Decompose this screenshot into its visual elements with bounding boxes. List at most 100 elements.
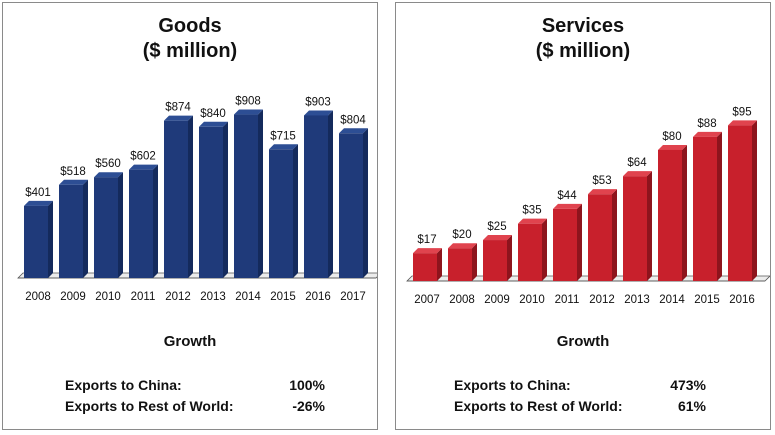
bar-top — [728, 120, 757, 126]
bar-side — [118, 172, 123, 278]
bar-top — [413, 248, 442, 254]
bar — [658, 149, 682, 281]
bar-side — [717, 131, 722, 281]
chart-title: Services — [541, 15, 625, 37]
tick-label: 2010 — [95, 291, 121, 303]
value-label: $560 — [95, 158, 121, 170]
tick-label: 2007 — [414, 294, 440, 306]
bar — [518, 223, 542, 281]
bar — [339, 133, 363, 278]
bar — [129, 169, 153, 278]
bar-2012 — [588, 189, 617, 281]
bar-side — [437, 248, 442, 281]
tick-label: 2009 — [484, 294, 510, 306]
bar — [623, 176, 647, 281]
bar-2008 — [24, 200, 53, 278]
bar-top — [448, 243, 477, 249]
bar-top — [658, 144, 687, 150]
tick-label: 2014 — [659, 294, 685, 306]
bar — [483, 240, 507, 281]
bar — [269, 149, 293, 278]
bar-top — [553, 203, 582, 209]
growth-value: 61% — [677, 398, 706, 414]
bar-side — [258, 109, 263, 278]
bar-top — [94, 172, 123, 178]
value-label: $88 — [697, 118, 716, 130]
value-label: $518 — [60, 166, 86, 178]
bar — [588, 194, 612, 281]
value-label: $64 — [627, 157, 647, 169]
bar-top — [59, 179, 88, 185]
bar-2010 — [518, 218, 547, 281]
bar-top — [199, 121, 228, 127]
bar — [304, 115, 328, 279]
bar-2017 — [339, 128, 368, 278]
value-label: $401 — [25, 187, 51, 199]
tick-label: 2011 — [555, 294, 580, 306]
bar-side — [48, 200, 53, 278]
growth-label: Exports to China: — [454, 377, 571, 393]
bar-side — [472, 243, 477, 281]
goods-panel: Goods ($ million) $401 2008 $518 2009 $560 20… — [2, 2, 378, 430]
bar — [164, 120, 188, 279]
growth-value: 100% — [289, 377, 325, 393]
tick-label: 2013 — [624, 294, 650, 306]
tick-label: 2009 — [60, 291, 86, 303]
chart-subtitle: ($ million) — [142, 40, 238, 62]
bar-2007 — [413, 248, 442, 281]
growth-label: Exports to China: — [65, 377, 182, 393]
bar-side — [612, 189, 617, 281]
bar-2011 — [129, 164, 158, 278]
bar-top — [24, 200, 53, 206]
bar-top — [518, 218, 547, 224]
tick-label: 2008 — [25, 291, 51, 303]
bar — [94, 177, 118, 278]
growth-row-rest-of-world: Exports to Rest of World: -26% — [65, 398, 325, 416]
bar-side — [507, 235, 512, 281]
services-bar-chart: $17 2007 $20 2008 $25 2009 $35 2010 $44 2011 $53 20… — [406, 106, 770, 306]
bar-top — [129, 164, 158, 170]
bar-2013 — [623, 171, 652, 281]
bar-side — [752, 120, 757, 281]
growth-row-china: Exports to China: 473% — [454, 377, 706, 395]
tick-label: 2015 — [694, 294, 720, 306]
tick-label: 2008 — [449, 294, 475, 306]
tick-label: 2016 — [729, 294, 755, 306]
services-panel: Services ($ million) $17 2007 $20 2008 $25 20… — [395, 2, 771, 430]
value-label: $715 — [270, 130, 296, 142]
bar-side — [293, 144, 298, 278]
value-label: $80 — [662, 131, 681, 143]
bar-side — [188, 115, 193, 279]
value-label: $25 — [487, 221, 506, 233]
bar-2009 — [59, 179, 88, 278]
tick-label: 2012 — [165, 291, 191, 303]
bar-side — [223, 121, 228, 278]
value-label: $804 — [340, 114, 366, 126]
bar-side — [577, 203, 582, 281]
growth-label: Exports to Rest of World: — [65, 398, 234, 414]
bar-top — [304, 110, 333, 116]
value-label: $840 — [200, 108, 226, 120]
value-label: $17 — [417, 234, 436, 246]
bar-top — [623, 171, 652, 177]
bar-2016 — [304, 110, 333, 279]
bar-2009 — [483, 235, 512, 281]
value-label: $53 — [592, 175, 611, 187]
value-label: $903 — [305, 96, 331, 108]
growth-value: -26% — [292, 398, 325, 414]
bar-top — [588, 189, 617, 195]
bar-2008 — [448, 243, 477, 281]
bar — [199, 126, 223, 278]
bar-2014 — [234, 109, 263, 278]
tick-label: 2015 — [270, 291, 296, 303]
bar — [413, 253, 437, 281]
growth-title: Growth — [556, 333, 610, 350]
growth-label: Exports to Rest of World: — [454, 398, 623, 414]
bar-2016 — [728, 120, 757, 281]
bar-2010 — [94, 172, 123, 278]
bar-top — [269, 144, 298, 150]
tick-label: 2014 — [235, 291, 261, 303]
bar — [234, 114, 258, 278]
bar-2015 — [693, 131, 722, 281]
bar-top — [164, 115, 193, 121]
